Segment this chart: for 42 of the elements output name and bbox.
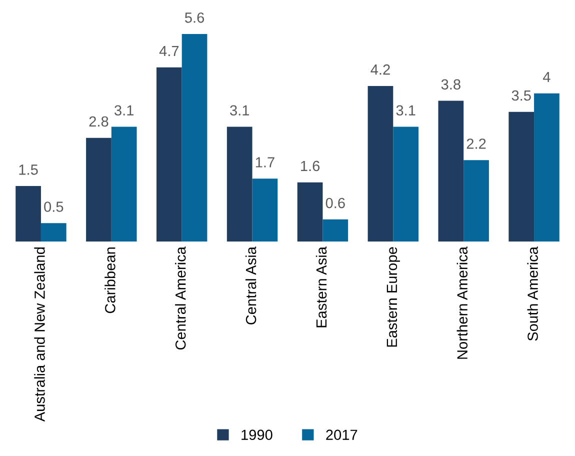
data-label: 3.1 [230, 105, 250, 116]
data-label: 2.2 [466, 138, 486, 149]
data-label: 2.8 [89, 116, 108, 127]
data-label: 0.6 [326, 198, 345, 208]
data-label: 3.5 [512, 90, 531, 101]
data-label: 1.7 [256, 157, 274, 168]
bar [438, 100, 464, 242]
bar [226, 126, 252, 242]
bar [40, 223, 66, 242]
x-tick-label: South America [527, 246, 538, 341]
x-tick-label: Central Asia [245, 246, 256, 324]
bar [252, 178, 278, 242]
data-label: 3.1 [396, 105, 416, 116]
legend-label: 2017 [326, 430, 358, 440]
bar [508, 112, 534, 242]
bar [182, 34, 208, 242]
data-label: 1.5 [19, 164, 38, 175]
data-label: 0.5 [44, 202, 64, 212]
bar [156, 67, 182, 242]
x-tick-label: Australia and New Zealand [34, 247, 45, 422]
data-label: 3.1 [114, 105, 134, 116]
bar [464, 160, 489, 242]
data-label: 4.7 [159, 46, 179, 56]
x-tick-label: Northern America [456, 246, 468, 359]
bar [393, 126, 419, 242]
bar [322, 219, 348, 242]
bar [297, 182, 323, 242]
x-tick-label: Eastern Asia [316, 246, 327, 328]
x-tick-label: Central America [175, 246, 186, 350]
data-label: 5.6 [184, 12, 204, 23]
data-label: 1.6 [301, 160, 320, 172]
x-tick-label: Eastern Europe [386, 247, 400, 347]
bar [111, 126, 137, 242]
data-label: 4 [542, 72, 550, 82]
bar [368, 86, 394, 242]
bar [16, 186, 41, 242]
bar [86, 138, 112, 242]
legend-label: 1990 [242, 430, 272, 440]
data-label: 4.2 [370, 64, 390, 75]
x-tick-label: Caribbean [104, 247, 116, 314]
data-label: 3.8 [441, 79, 460, 90]
bar [534, 93, 560, 242]
